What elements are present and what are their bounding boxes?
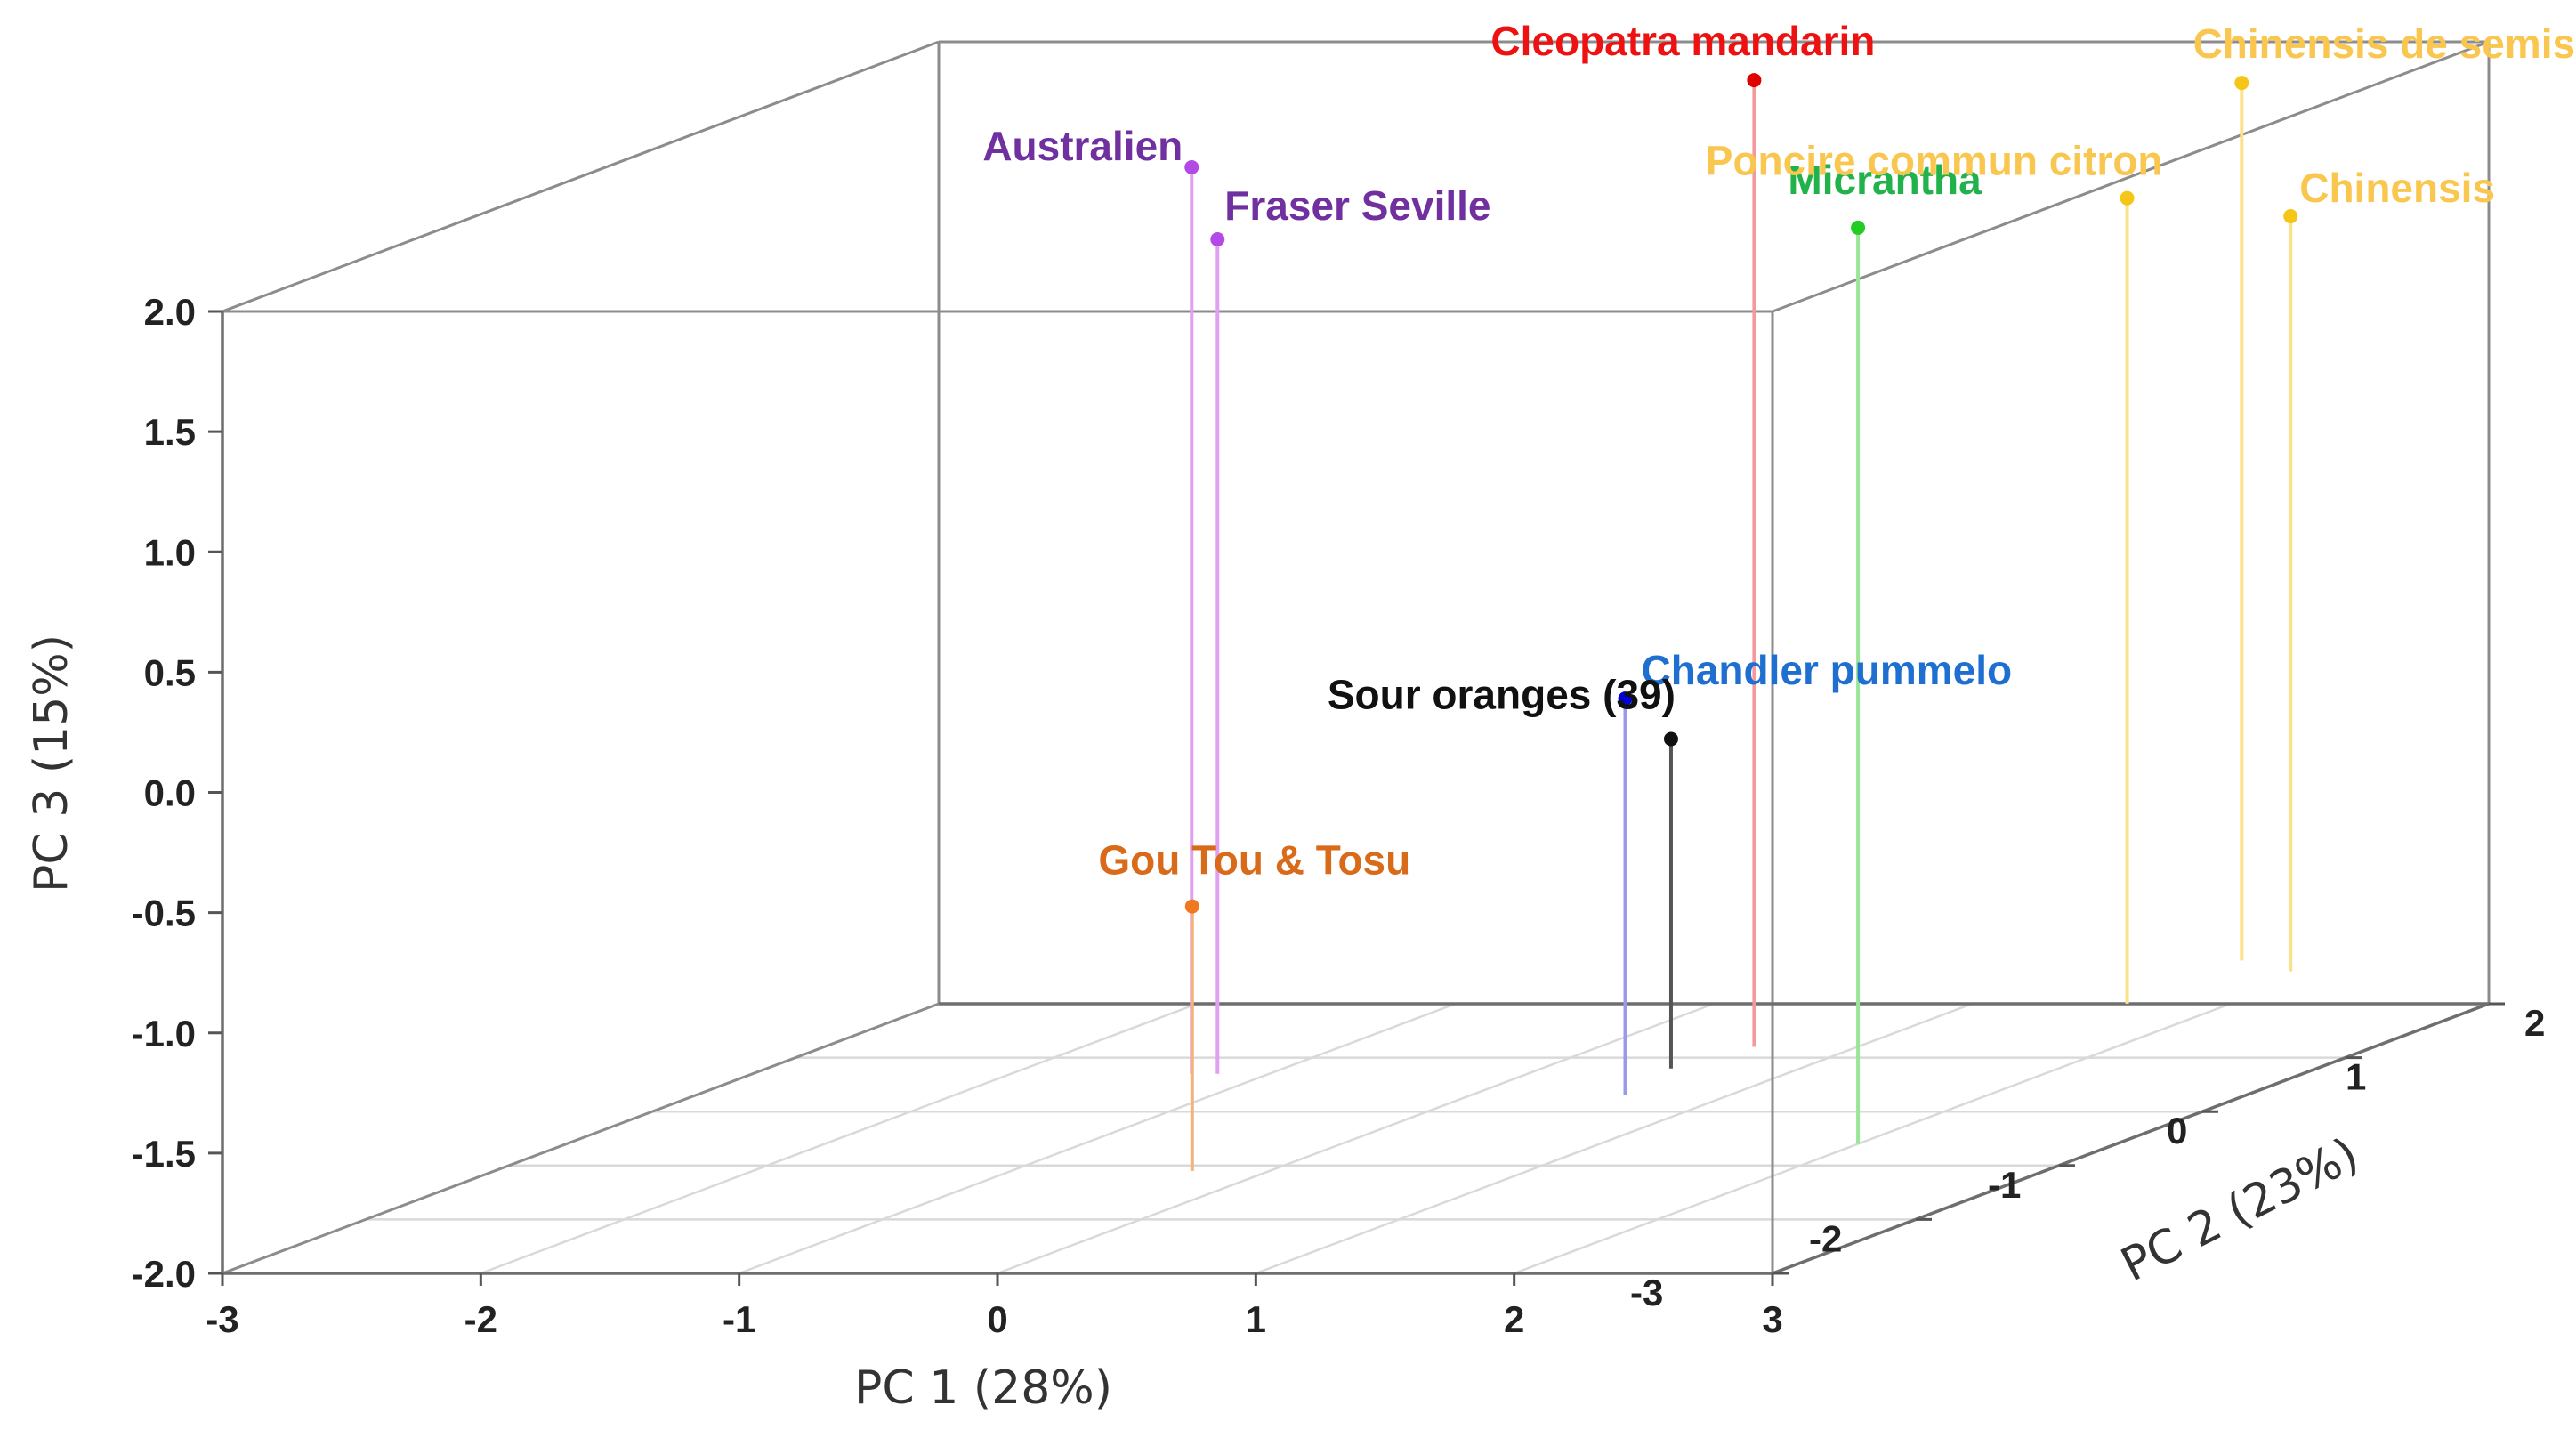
- y-tick-label: 0: [2167, 1110, 2187, 1151]
- point-chinensis: [2283, 209, 2298, 224]
- point-gou-tou-tosu: [1184, 899, 1199, 914]
- drop-lines: [1190, 80, 2293, 1171]
- y-axis-line: [1772, 1002, 2490, 1275]
- z-tick-label: 2.0: [144, 291, 196, 333]
- floor-grid-line-x: [997, 1002, 1715, 1275]
- point-cleopatra-mandarin: [1747, 73, 1762, 88]
- z-tick-label: -0.5: [132, 893, 196, 934]
- floor-grid-line-x: [480, 1002, 1198, 1275]
- point-chinensis-de-semis: [2234, 76, 2249, 91]
- label-fraser-seville: Fraser Seville: [1224, 182, 1490, 229]
- z-axis-title: PC 3 (15%): [25, 634, 78, 893]
- point-micrantha: [1851, 220, 1866, 235]
- z-tick-label: 1.0: [144, 531, 196, 573]
- x-tick-label: 3: [1762, 1298, 1782, 1340]
- box-edge: [1772, 40, 2490, 313]
- label-poncire-commun-citron: Poncire commun citron: [1706, 138, 2163, 184]
- point-poncire-commun-citron: [2120, 190, 2135, 206]
- z-tick-label: -2.0: [132, 1253, 196, 1295]
- floor-grid: [366, 1002, 2346, 1275]
- label-gou-tou-tosu: Gou Tou & Tosu: [1098, 837, 1410, 884]
- x-tick-label: 0: [987, 1298, 1007, 1340]
- y-tick-label: -3: [1630, 1272, 1663, 1313]
- y-tick-label: -1: [1988, 1164, 2021, 1206]
- point-chandler-pummelo: [1618, 691, 1633, 707]
- z-tick-label: 0.5: [144, 651, 196, 693]
- label-australien: Australien: [982, 123, 1183, 169]
- y-tick-label: -2: [1809, 1217, 1842, 1259]
- label-cleopatra-mandarin: Cleopatra mandarin: [1490, 18, 1875, 64]
- x-axis-title: PC 1 (28%): [854, 1361, 1112, 1415]
- y-axis-title: PC 2 (23%): [2112, 1127, 2367, 1292]
- floor-grid-line-x: [1255, 1002, 1973, 1275]
- y-tick-label: 1: [2346, 1056, 2366, 1098]
- y-tick-label: 2: [2524, 1002, 2545, 1044]
- label-micrantha: Micrantha: [1788, 157, 1982, 203]
- data-points: [1184, 73, 2298, 914]
- box-edge: [222, 40, 940, 313]
- floor-grid-line-x: [1514, 1002, 2232, 1275]
- z-tick-label: 1.5: [144, 411, 196, 453]
- point-labels: Australien Fraser Seville Cleopatra mandar…: [982, 18, 2575, 884]
- point-fraser-seville: [1210, 232, 1225, 247]
- label-sour-oranges-39: Sour oranges (39): [1328, 671, 1676, 717]
- x-tick-label: 1: [1246, 1298, 1266, 1340]
- z-tick-label: -1.0: [132, 1013, 196, 1054]
- axes: -3 -2 -1 0 1 2 3 -3 -2 -1 0 1 2 2.0 1.5 1.0 0.5 0.0 -0.5 -1…: [132, 291, 2546, 1340]
- z-tick-label: 0.0: [144, 772, 196, 814]
- x-tick-label: -3: [206, 1298, 238, 1340]
- label-chandler-pummelo: Chandler pummelo: [1642, 647, 2013, 693]
- x-tick-label: -2: [464, 1298, 497, 1340]
- floor-grid-line-x: [739, 1002, 1457, 1275]
- z-tick-label: -1.5: [132, 1133, 196, 1175]
- box-edge: [222, 1002, 940, 1275]
- x-tick-label: -1: [723, 1298, 755, 1340]
- point-sour-oranges-39: [1663, 731, 1678, 747]
- plot-box: [222, 40, 2491, 1275]
- x-tick-label: 2: [1504, 1298, 1524, 1340]
- point-australien: [1184, 159, 1199, 174]
- label-chinensis-de-semis: Chinensis de semis: [2193, 20, 2576, 67]
- label-chinensis: Chinensis: [2299, 165, 2495, 211]
